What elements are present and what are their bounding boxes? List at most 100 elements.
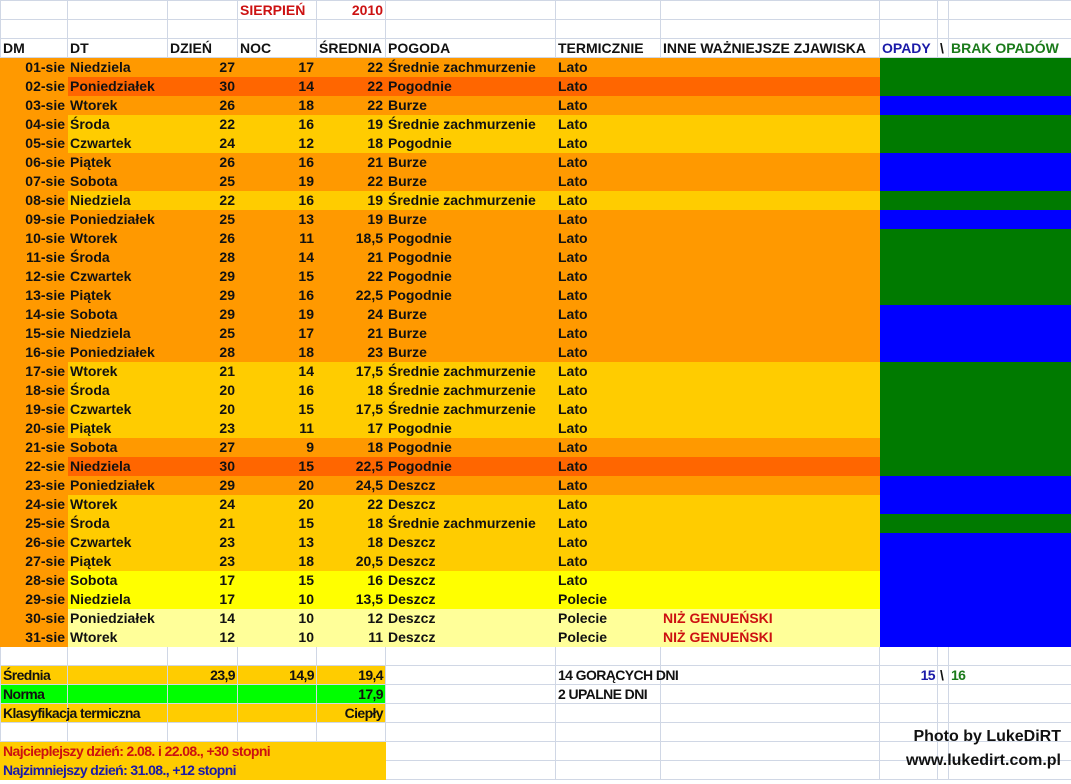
precipitation-cell[interactable] bbox=[879, 475, 938, 495]
night-temp[interactable]: 13 bbox=[237, 532, 317, 552]
weather[interactable]: Burze bbox=[385, 209, 556, 229]
other-phenomena[interactable] bbox=[660, 513, 880, 533]
weather[interactable]: Pogodnie bbox=[385, 133, 556, 153]
precipitation-cell[interactable] bbox=[879, 209, 938, 229]
precipitation-cell[interactable] bbox=[937, 437, 949, 457]
night-temp[interactable]: 18 bbox=[237, 551, 317, 571]
day-date[interactable]: 14-sie bbox=[0, 304, 68, 324]
weather[interactable]: Deszcz bbox=[385, 475, 556, 495]
cell[interactable] bbox=[555, 646, 661, 666]
precipitation-cell[interactable] bbox=[937, 323, 949, 343]
precipitation-cell[interactable] bbox=[879, 361, 938, 381]
weather[interactable]: Średnie zachmurzenie bbox=[385, 57, 556, 77]
cell[interactable] bbox=[385, 0, 556, 20]
precipitation-cell[interactable] bbox=[937, 494, 949, 514]
night-temp[interactable]: 15 bbox=[237, 513, 317, 533]
precipitation-cell[interactable] bbox=[948, 95, 1071, 115]
day-date[interactable]: 18-sie bbox=[0, 380, 68, 400]
precipitation-cell[interactable] bbox=[937, 342, 949, 362]
cell[interactable] bbox=[660, 703, 880, 723]
precipitation-cell[interactable] bbox=[937, 418, 949, 438]
mean-temp[interactable]: 21 bbox=[316, 247, 386, 267]
average-night[interactable]: 14,9 bbox=[237, 665, 317, 685]
cell[interactable] bbox=[879, 646, 938, 666]
mean-temp[interactable]: 22 bbox=[316, 57, 386, 77]
other-phenomena[interactable] bbox=[660, 57, 880, 77]
day-of-week[interactable]: Niedziela bbox=[67, 456, 168, 476]
day-date[interactable]: 07-sie bbox=[0, 171, 68, 191]
precipitation-cell[interactable] bbox=[879, 95, 938, 115]
other-phenomena[interactable] bbox=[660, 418, 880, 438]
day-of-week[interactable]: Wtorek bbox=[67, 228, 168, 248]
weather[interactable]: Deszcz bbox=[385, 627, 556, 647]
precipitation-cell[interactable] bbox=[948, 551, 1071, 571]
day-temp[interactable]: 27 bbox=[167, 57, 238, 77]
weather[interactable]: Burze bbox=[385, 171, 556, 191]
mean-temp[interactable]: 24,5 bbox=[316, 475, 386, 495]
day-date[interactable]: 10-sie bbox=[0, 228, 68, 248]
mean-temp[interactable]: 22 bbox=[316, 171, 386, 191]
day-date[interactable]: 04-sie bbox=[0, 114, 68, 134]
weather[interactable]: Pogodnie bbox=[385, 285, 556, 305]
day-temp[interactable]: 30 bbox=[167, 76, 238, 96]
precipitation-cell[interactable] bbox=[879, 114, 938, 134]
night-temp[interactable]: 20 bbox=[237, 494, 317, 514]
weather[interactable]: Burze bbox=[385, 95, 556, 115]
cell[interactable] bbox=[948, 19, 1071, 39]
night-temp[interactable]: 11 bbox=[237, 228, 317, 248]
night-temp[interactable]: 14 bbox=[237, 361, 317, 381]
mean-temp[interactable]: 13,5 bbox=[316, 589, 386, 609]
night-temp[interactable]: 16 bbox=[237, 152, 317, 172]
thermal-season[interactable]: Lato bbox=[555, 209, 661, 229]
night-temp[interactable]: 18 bbox=[237, 342, 317, 362]
weather[interactable]: Średnie zachmurzenie bbox=[385, 114, 556, 134]
day-date[interactable]: 25-sie bbox=[0, 513, 68, 533]
day-temp[interactable]: 28 bbox=[167, 247, 238, 267]
thermal-season[interactable]: Lato bbox=[555, 399, 661, 419]
mean-temp[interactable]: 11 bbox=[316, 627, 386, 647]
precipitation-cell[interactable] bbox=[879, 551, 938, 571]
night-temp[interactable]: 10 bbox=[237, 589, 317, 609]
cell[interactable] bbox=[948, 703, 1071, 723]
precipitation-cell[interactable] bbox=[937, 399, 949, 419]
precipitation-cell[interactable] bbox=[948, 304, 1071, 324]
day-date[interactable]: 08-sie bbox=[0, 190, 68, 210]
precipitation-cell[interactable] bbox=[879, 399, 938, 419]
other-phenomena[interactable] bbox=[660, 152, 880, 172]
day-date[interactable]: 28-sie bbox=[0, 570, 68, 590]
other-phenomena[interactable] bbox=[660, 475, 880, 495]
cell[interactable] bbox=[660, 760, 880, 780]
cell[interactable] bbox=[0, 646, 68, 666]
mean-temp[interactable]: 22 bbox=[316, 76, 386, 96]
night-temp[interactable]: 10 bbox=[237, 608, 317, 628]
thermal-season[interactable]: Lato bbox=[555, 76, 661, 96]
cell[interactable] bbox=[660, 741, 880, 761]
night-temp[interactable]: 15 bbox=[237, 570, 317, 590]
other-phenomena[interactable] bbox=[660, 190, 880, 210]
cell[interactable] bbox=[660, 19, 880, 39]
precipitation-cell[interactable] bbox=[937, 228, 949, 248]
cell[interactable] bbox=[948, 684, 1071, 704]
thermal-season[interactable]: Lato bbox=[555, 494, 661, 514]
cell[interactable] bbox=[0, 0, 68, 20]
thermal-season[interactable]: Lato bbox=[555, 247, 661, 267]
precipitation-cell[interactable] bbox=[948, 342, 1071, 362]
day-date[interactable]: 01-sie bbox=[0, 57, 68, 77]
weather[interactable]: Pogodnie bbox=[385, 247, 556, 267]
other-phenomena[interactable] bbox=[660, 114, 880, 134]
mean-temp[interactable]: 16 bbox=[316, 570, 386, 590]
night-temp[interactable]: 11 bbox=[237, 418, 317, 438]
other-phenomena[interactable] bbox=[660, 209, 880, 229]
cell[interactable] bbox=[167, 703, 238, 723]
day-of-week[interactable]: Poniedziałek bbox=[67, 209, 168, 229]
cell[interactable] bbox=[237, 684, 317, 704]
precipitation-cell[interactable] bbox=[948, 399, 1071, 419]
cell[interactable] bbox=[0, 722, 68, 742]
month-title[interactable]: SIERPIEŃ bbox=[237, 0, 317, 20]
header-brak-opadow[interactable]: BRAK OPADÓW bbox=[948, 38, 1071, 58]
precipitation-cell[interactable] bbox=[879, 437, 938, 457]
other-phenomena[interactable] bbox=[660, 380, 880, 400]
thermal-season[interactable]: Polecie bbox=[555, 608, 661, 628]
night-temp[interactable]: 16 bbox=[237, 114, 317, 134]
cell[interactable] bbox=[555, 19, 661, 39]
